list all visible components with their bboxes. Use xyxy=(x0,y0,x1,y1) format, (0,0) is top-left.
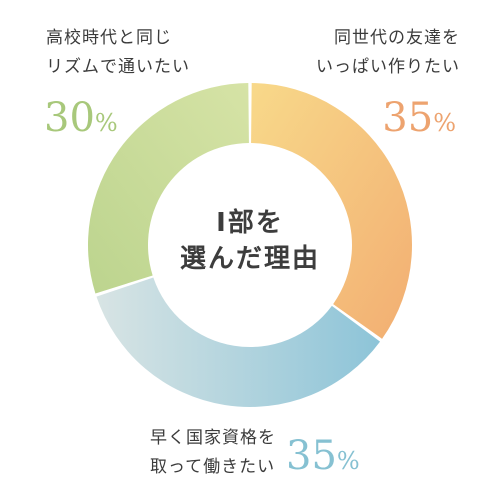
slice-percent-value: 35 xyxy=(286,433,337,479)
slice-label-make-friends: 同世代の友達を いっぱい作りたい xyxy=(316,28,460,77)
slice-make-friends xyxy=(251,83,412,339)
slice-label-high-school-rhythm: 高校時代と同じ リズムで通いたい xyxy=(46,28,190,77)
slice-percent-unit: % xyxy=(336,447,360,475)
slice-percent-unit: % xyxy=(94,109,118,137)
slice-high-school-rhythm xyxy=(87,83,249,294)
slice-percent-unit: % xyxy=(433,109,456,137)
slice-label-national-license: 早く国家資格を 取って働きたい xyxy=(150,428,276,477)
slice-percent-value: 35 xyxy=(382,95,434,141)
slice-national-license xyxy=(96,277,381,407)
slice-percent-high-school-rhythm: 30% xyxy=(44,98,118,143)
slice-percent-make-friends: 35% xyxy=(382,98,456,143)
chart-title: I部を 選んだ理由 xyxy=(179,208,320,274)
slice-percent-national-license: 35% xyxy=(286,436,360,481)
slice-percent-value: 30 xyxy=(44,95,95,141)
